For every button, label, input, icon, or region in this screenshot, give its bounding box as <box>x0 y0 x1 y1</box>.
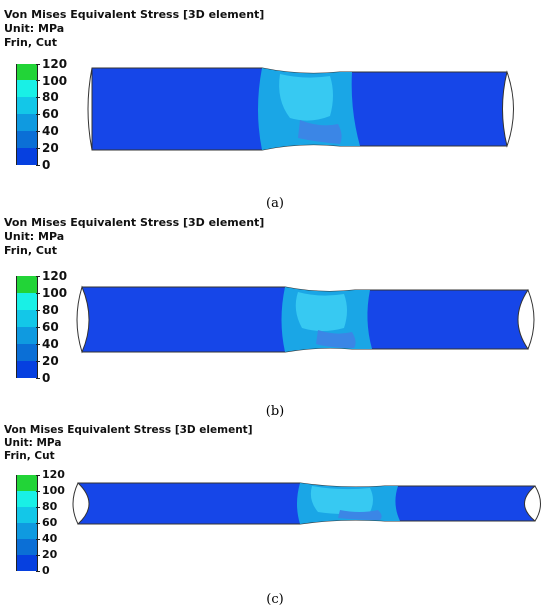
legend-label-0: 0 <box>42 371 51 385</box>
unit-label: Unit: MPa <box>4 437 62 449</box>
legend-tick <box>36 80 40 81</box>
legend-label-80: 80 <box>42 500 58 513</box>
cut-label: Frin, Cut <box>4 450 55 462</box>
legend-label-120: 120 <box>42 468 65 481</box>
cut-label: Frin, Cut <box>4 244 58 257</box>
bar-specimen-b <box>76 285 535 354</box>
legend-label-20: 20 <box>42 141 59 155</box>
legend-band <box>16 475 38 491</box>
legend-band <box>16 148 38 165</box>
legend-label-0: 0 <box>42 564 50 577</box>
panel-b: Von Mises Equivalent Stress [3D element]… <box>0 210 550 420</box>
stress-title: Von Mises Equivalent Stress [3D element] <box>4 424 253 436</box>
legend-label-60: 60 <box>42 107 59 121</box>
legend-tick <box>36 361 40 362</box>
legend-band <box>16 539 38 555</box>
legend-tick <box>36 148 40 149</box>
legend-label-60: 60 <box>42 320 59 334</box>
legend-label-100: 100 <box>42 484 65 497</box>
legend-label-0: 0 <box>42 158 51 172</box>
bar-specimen-a <box>87 67 514 151</box>
legend-label-40: 40 <box>42 124 59 138</box>
legend-tick <box>36 293 40 294</box>
legend-label-80: 80 <box>42 303 59 317</box>
legend-tick <box>36 310 40 311</box>
stress-zone-low <box>298 120 342 144</box>
unit-label: Unit: MPa <box>4 22 65 35</box>
legend-label-120: 120 <box>42 57 68 71</box>
cut-label: Frin, Cut <box>4 36 58 49</box>
stress-title: Von Mises Equivalent Stress [3D element] <box>4 8 265 21</box>
stress-zone-peak <box>295 292 347 331</box>
panel-b-header: Von Mises Equivalent Stress [3D element]… <box>4 216 264 258</box>
legend-label-20: 20 <box>42 548 58 561</box>
legend-tick <box>36 507 40 508</box>
legend-band <box>16 276 38 293</box>
legend-tick <box>36 165 40 166</box>
legend-label-100: 100 <box>42 286 68 300</box>
legend-label-100: 100 <box>42 74 68 88</box>
left-end-face <box>72 482 90 525</box>
legend-band <box>16 310 38 327</box>
panel-a-header: Von Mises Equivalent Stress [3D element]… <box>4 8 264 50</box>
legend-tick <box>36 64 40 65</box>
caption-b: (b) <box>265 404 285 419</box>
legend-band <box>16 361 38 378</box>
legend-band <box>16 114 38 131</box>
caption-a: (a) <box>266 196 284 211</box>
legend-label-80: 80 <box>42 90 59 104</box>
right-end-face <box>524 485 541 522</box>
legend-tick <box>36 539 40 540</box>
panel-c: Von Mises Equivalent Stress [3D element]… <box>0 420 550 611</box>
legend-label-120: 120 <box>42 269 68 283</box>
legend-tick <box>36 344 40 345</box>
legend-band <box>16 293 38 310</box>
legend-band <box>16 507 38 523</box>
legend-label-20: 20 <box>42 354 59 368</box>
left-end-face <box>76 285 90 354</box>
legend-tick <box>36 97 40 98</box>
legend-band <box>16 327 38 344</box>
stress-zone-low <box>316 330 356 348</box>
legend-tick <box>36 555 40 556</box>
stress-zone-peak <box>279 74 333 121</box>
legend-tick <box>36 327 40 328</box>
stress-title: Von Mises Equivalent Stress [3D element] <box>4 216 265 229</box>
panel-a: Von Mises Equivalent Stress [3D element]… <box>0 0 550 211</box>
legend-tick <box>36 114 40 115</box>
legend-tick <box>36 491 40 492</box>
legend-tick <box>36 523 40 524</box>
legend-tick <box>36 276 40 277</box>
legend-band <box>16 64 38 80</box>
bar-specimen-c <box>72 482 541 525</box>
legend-tick <box>36 571 40 572</box>
legend-label-60: 60 <box>42 516 58 529</box>
legend-label-40: 40 <box>42 337 59 351</box>
legend-band <box>16 523 38 539</box>
legend-band <box>16 491 38 507</box>
caption-c: (c) <box>266 592 284 607</box>
right-end-face <box>502 70 514 148</box>
legend-tick <box>36 378 40 379</box>
stress-zone-low <box>338 510 382 520</box>
legend-band <box>16 344 38 361</box>
panel-c-header: Von Mises Equivalent Stress [3D element]… <box>4 424 253 463</box>
legend-tick <box>36 475 40 476</box>
legend-band <box>16 555 38 571</box>
legend-label-40: 40 <box>42 532 58 545</box>
legend-band <box>16 97 38 114</box>
unit-label: Unit: MPa <box>4 230 65 243</box>
legend-tick <box>36 131 40 132</box>
legend-band <box>16 80 38 97</box>
right-end-face <box>517 288 535 351</box>
stress-zone-peak <box>310 486 373 514</box>
left-end-face <box>87 67 93 151</box>
legend-band <box>16 131 38 148</box>
